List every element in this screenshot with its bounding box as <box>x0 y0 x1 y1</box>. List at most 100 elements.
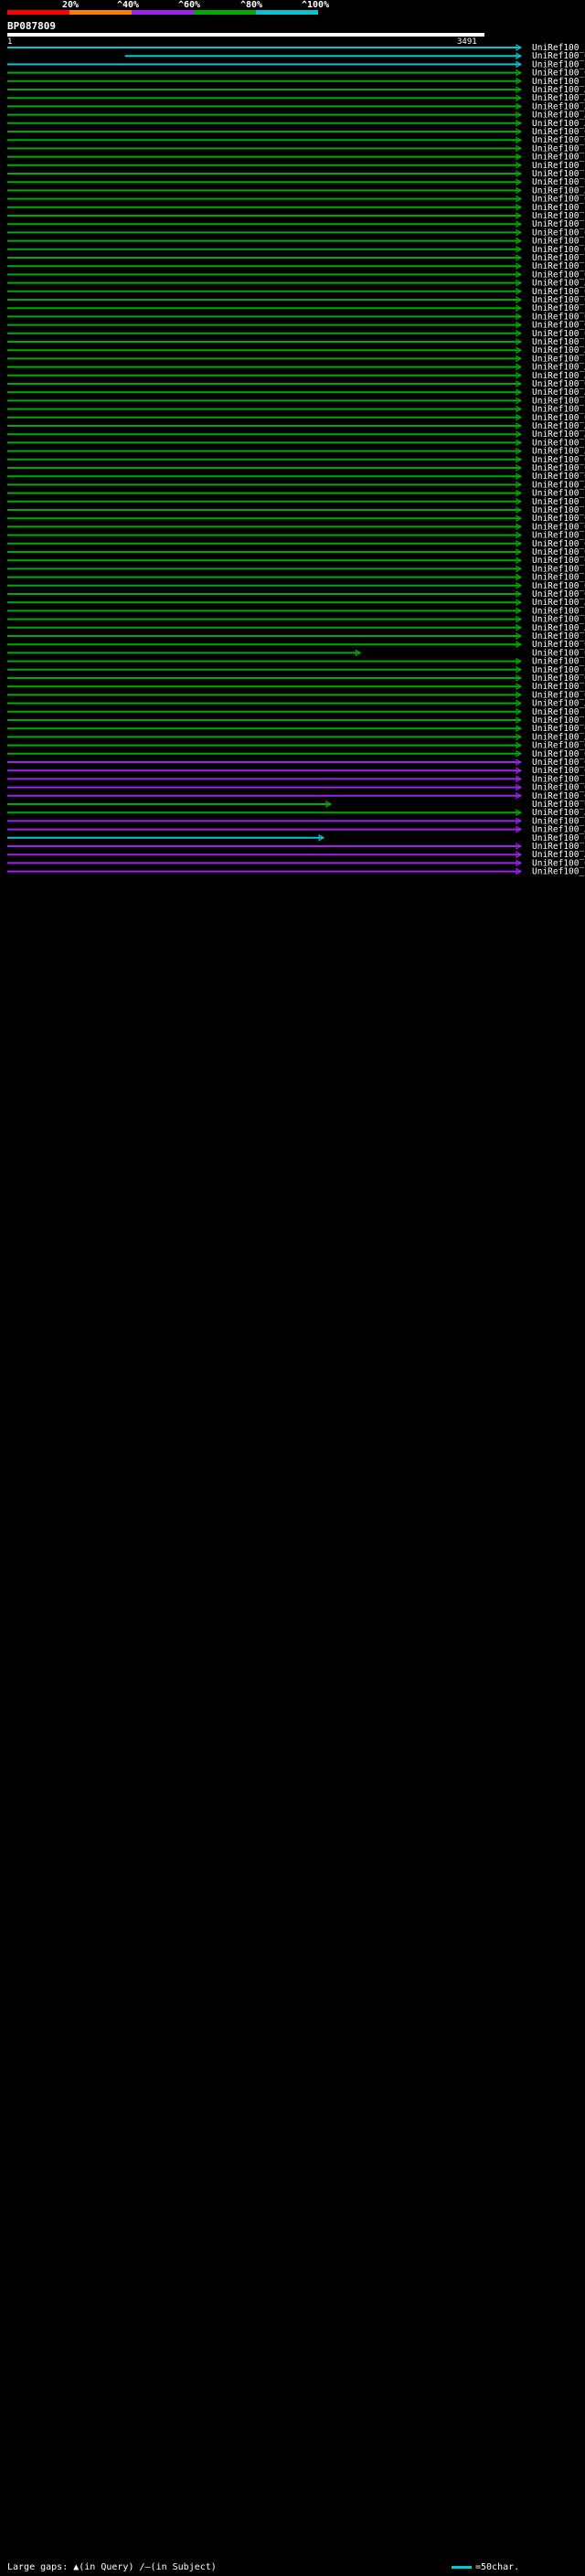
hit-label[interactable]: UniRef100_B5W3W8 <box>532 816 585 826</box>
hit-label[interactable]: UniRef100_C1N317 <box>532 77 585 87</box>
hit-row[interactable]: UniRef100_A2BT24 <box>7 387 585 398</box>
hit-row[interactable]: UniRef100_Q7U8W4 <box>7 690 585 700</box>
hit-row[interactable]: UniRef100_Q3AZM0 <box>7 741 585 751</box>
hit-row[interactable]: UniRef100_A8YD59 <box>7 623 585 633</box>
hit-row[interactable]: UniRef100_P12113 <box>7 43 585 53</box>
hit-row[interactable]: UniRef100_B4VU00 <box>7 405 585 415</box>
hit-label[interactable]: UniRef100_B1XHY7 <box>532 497 585 507</box>
hit-row[interactable]: UniRef100_A6KED8 <box>7 699 585 709</box>
hit-row[interactable]: UniRef100_Q7V038 <box>7 556 585 566</box>
hit-row[interactable]: UniRef100_Q66AR3 <box>7 758 585 768</box>
hit-label[interactable]: UniRef100_B4W1B7 <box>532 531 585 541</box>
hit-row[interactable]: UniRef100_Q7U5M5 <box>7 455 585 465</box>
hit-label[interactable]: UniRef100_Q4I075 <box>532 321 585 331</box>
hit-label[interactable]: UniRef100_UPI000... <box>532 615 585 625</box>
hit-label[interactable]: UniRef100_B4WEV6 <box>532 867 585 877</box>
hit-label[interactable]: UniRef100_Q2JIG1 <box>532 673 585 684</box>
hit-label[interactable]: UniRef100_B7K5I9 <box>532 505 585 515</box>
hit-row[interactable]: UniRef100_Q8DLU1 <box>7 295 585 305</box>
hit-label[interactable]: UniRef100_B2J059 <box>532 606 585 616</box>
hit-label[interactable]: UniRef100_A7PUP9 <box>532 429 585 440</box>
hit-row[interactable]: UniRef100_Q7P5S0 <box>7 581 585 591</box>
hit-row[interactable]: UniRef100_Q3MSN1 <box>7 463 585 473</box>
hit-row[interactable]: UniRef100_B5IM07 <box>7 438 585 448</box>
hit-label[interactable]: UniRef100_Q2JSW2 <box>532 640 585 650</box>
hit-label[interactable]: UniRef100_P29790 <box>532 161 585 171</box>
hit-label[interactable]: UniRef100_Q7V038 <box>532 556 585 566</box>
hit-row[interactable]: UniRef100_Q7U409 <box>7 648 585 658</box>
hit-label[interactable]: UniRef100_B4VU00 <box>532 405 585 415</box>
hit-row[interactable]: UniRef100_A6YJE0 <box>7 850 585 860</box>
hit-label[interactable]: UniRef100_Q3MSN1 <box>532 463 585 473</box>
hit-row[interactable]: UniRef100_Q5Z437 <box>7 783 585 793</box>
hit-row[interactable]: UniRef100_Q4I075 <box>7 321 585 331</box>
hit-label[interactable]: UniRef100_Q5Z437 <box>532 783 585 793</box>
hit-row[interactable]: UniRef100_Q31BP0 <box>7 472 585 482</box>
hit-label[interactable]: UniRef100_B9SAW4 <box>532 253 585 263</box>
hit-row[interactable]: UniRef100_A7PUP9 <box>7 429 585 440</box>
hit-row[interactable]: UniRef100_A2C4J4 <box>7 732 585 742</box>
hit-label[interactable]: UniRef100_Q7U8W4 <box>532 690 585 700</box>
hit-row[interactable]: UniRef100_Q3AMK6 <box>7 791 585 801</box>
hit-row[interactable]: UniRef100_Q7ZYG9 <box>7 858 585 868</box>
hit-row[interactable]: UniRef100_Q7SYG8 <box>7 724 585 734</box>
hit-label[interactable]: UniRef100_Q7ZYG9 <box>532 858 585 868</box>
hit-row[interactable]: UniRef100_C6TE56 <box>7 143 585 154</box>
hit-row[interactable]: UniRef100_Q6YZR0 <box>7 245 585 255</box>
hit-label[interactable]: UniRef100_Q31BU2 <box>532 413 585 423</box>
hit-label[interactable]: UniRef100_B5IM07 <box>532 438 585 448</box>
hit-row[interactable]: UniRef100_A6GR00 <box>7 371 585 381</box>
hit-label[interactable]: UniRef100_A2C6X5 <box>532 598 585 608</box>
hit-row[interactable]: UniRef100_B9YGY9 <box>7 354 585 364</box>
hit-row[interactable]: UniRef100_P29790 <box>7 161 585 171</box>
hit-label[interactable]: UniRef100_A7QEP0 <box>532 186 585 196</box>
hit-row[interactable]: UniRef100_Q2JTR3 <box>7 514 585 524</box>
hit-label[interactable]: UniRef100_Q01909 <box>532 228 585 238</box>
hit-row[interactable]: UniRef100_B9R900 <box>7 219 585 229</box>
hit-row[interactable]: UniRef100_Q01909 <box>7 228 585 238</box>
hit-label[interactable]: UniRef100_P13408 <box>532 396 585 406</box>
hit-label[interactable]: UniRef100_Q1PKC0 <box>532 329 585 339</box>
hit-label[interactable]: UniRef100_A9RJ74 <box>532 101 585 111</box>
hit-label[interactable]: UniRef100_A9RBA4 <box>532 111 585 121</box>
hit-row[interactable]: UniRef100_A4CR64 <box>7 480 585 490</box>
hit-row[interactable]: UniRef100_B4B2L3 <box>7 682 585 692</box>
hit-row[interactable]: UniRef100_A5GVT1 <box>7 808 585 818</box>
hit-row[interactable]: UniRef100_Q01908 <box>7 135 585 145</box>
hit-row[interactable]: UniRef100_B4W1B7 <box>7 531 585 541</box>
hit-label[interactable]: UniRef100_A9TVF3 <box>532 119 585 129</box>
hit-label[interactable]: UniRef100_UPI000... <box>532 800 585 810</box>
hit-label[interactable]: UniRef100_A4CR64 <box>532 480 585 490</box>
hit-label[interactable]: UniRef100_Q9SUJ9 <box>532 127 585 137</box>
hit-label[interactable]: UniRef100_Q2JA11 <box>532 547 585 557</box>
hit-row[interactable]: UniRef100_Q31BU2 <box>7 413 585 423</box>
hit-row[interactable]: UniRef100_A4RZ79 <box>7 85 585 95</box>
hit-row[interactable]: UniRef100_A9T0E5 <box>7 93 585 103</box>
hit-label[interactable]: UniRef100_P17253 <box>532 774 585 784</box>
hit-label[interactable]: UniRef100_B8HPK2 <box>532 716 585 726</box>
hit-label[interactable]: UniRef100_A6KED8 <box>532 699 585 709</box>
hit-row[interactable]: UniRef100_P05435 <box>7 211 585 221</box>
hit-label[interactable]: UniRef100_Q8DLU1 <box>532 295 585 305</box>
hit-row[interactable]: UniRef100_A9RJ74 <box>7 101 585 111</box>
hit-label[interactable]: UniRef100_Q7U5M5 <box>532 455 585 465</box>
hit-label[interactable]: UniRef100_Q0QJ69 <box>532 69 585 79</box>
hit-label[interactable]: UniRef100_B7G9M9 <box>532 303 585 313</box>
hit-row[interactable]: UniRef100_Q8WWW1 <box>7 270 585 280</box>
hit-row[interactable]: UniRef100_Q1PKC0 <box>7 329 585 339</box>
hit-label[interactable]: UniRef100_C1E599 <box>532 59 585 69</box>
hit-row[interactable]: UniRef100_B1WUJ3 <box>7 657 585 667</box>
hit-row[interactable]: UniRef100_B1XHY7 <box>7 497 585 507</box>
hit-label[interactable]: UniRef100_Q7P5S0 <box>532 581 585 591</box>
hit-label[interactable]: UniRef100_A6GR00 <box>532 371 585 381</box>
hit-label[interactable]: UniRef100_A5GVT1 <box>532 808 585 818</box>
hit-row[interactable]: UniRef100_Q4C9S9 <box>7 539 585 549</box>
hit-label[interactable]: UniRef100_B7K9R3 <box>532 564 585 574</box>
hit-row[interactable]: UniRef100_Q2JIG1 <box>7 673 585 684</box>
hit-label[interactable]: UniRef100_B1WUJ3 <box>532 657 585 667</box>
hit-label[interactable]: UniRef100_Q11227 <box>532 766 585 776</box>
hit-row[interactable]: UniRef100_B9MZK6 <box>7 237 585 247</box>
hit-row[interactable]: UniRef100_B7G9M9 <box>7 303 585 313</box>
hit-label[interactable]: UniRef100_Q0T304 <box>532 312 585 322</box>
hit-label[interactable]: UniRef100_Q87SC8 <box>532 833 585 843</box>
